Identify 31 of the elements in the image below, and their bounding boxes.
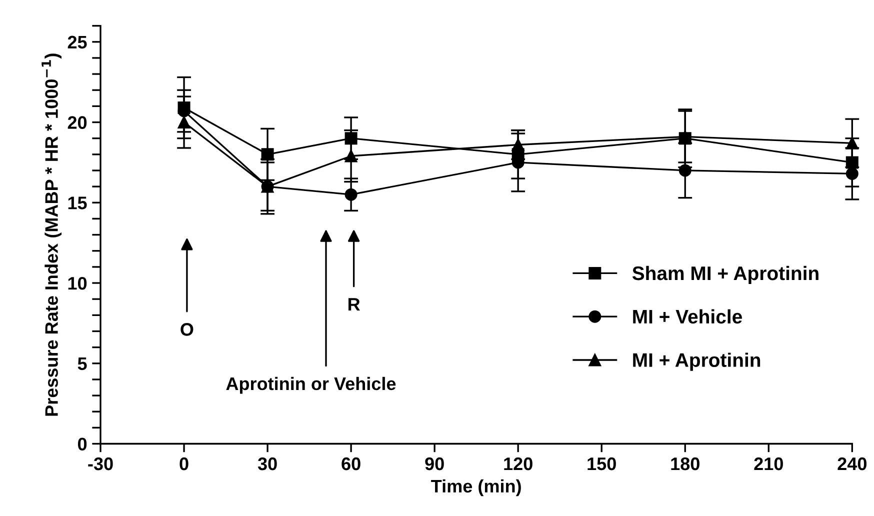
legend-label: MI + Vehicle (633, 309, 742, 324)
x-tick-label: 60 (342, 457, 360, 470)
y-axis-title: Pressure Rate Index (MABP * HR * 1000$^{−1}$) (42, 54, 62, 416)
point (846, 156, 858, 169)
y-tick-label: 15 (68, 196, 87, 210)
point (678, 132, 692, 145)
x-tick-label: 210 (754, 457, 783, 470)
legend-label: MI + Aprotinin (633, 352, 760, 371)
x-tick-label: 150 (588, 457, 616, 470)
point (344, 132, 358, 145)
annotation: O (180, 323, 194, 336)
point (261, 148, 274, 161)
point (512, 148, 524, 161)
annotation: R (348, 298, 360, 311)
y-tick-label: 10 (68, 276, 87, 290)
x-tick-label: -30 (88, 457, 113, 470)
x-tick-label: 30 (258, 457, 277, 470)
x-axis-title: Time (min) (431, 479, 521, 496)
legend-label: Sham MI + Aprotinin (632, 266, 818, 284)
y-tick-label: 25 (68, 36, 87, 49)
point (344, 188, 358, 201)
y-tick-label: 5 (78, 358, 87, 370)
point (178, 102, 190, 114)
x-tick-label: 240 (838, 457, 866, 470)
y-tick-label: 20 (68, 116, 87, 129)
x-tick-label: 0 (180, 457, 188, 470)
x-tick-label: 180 (671, 457, 700, 470)
x-tick-label: 120 (504, 457, 532, 470)
y-tick-label: 0 (78, 438, 87, 450)
annotation: Aprotinin or Vehicle (226, 376, 396, 394)
x-tick-label: 90 (425, 457, 444, 470)
